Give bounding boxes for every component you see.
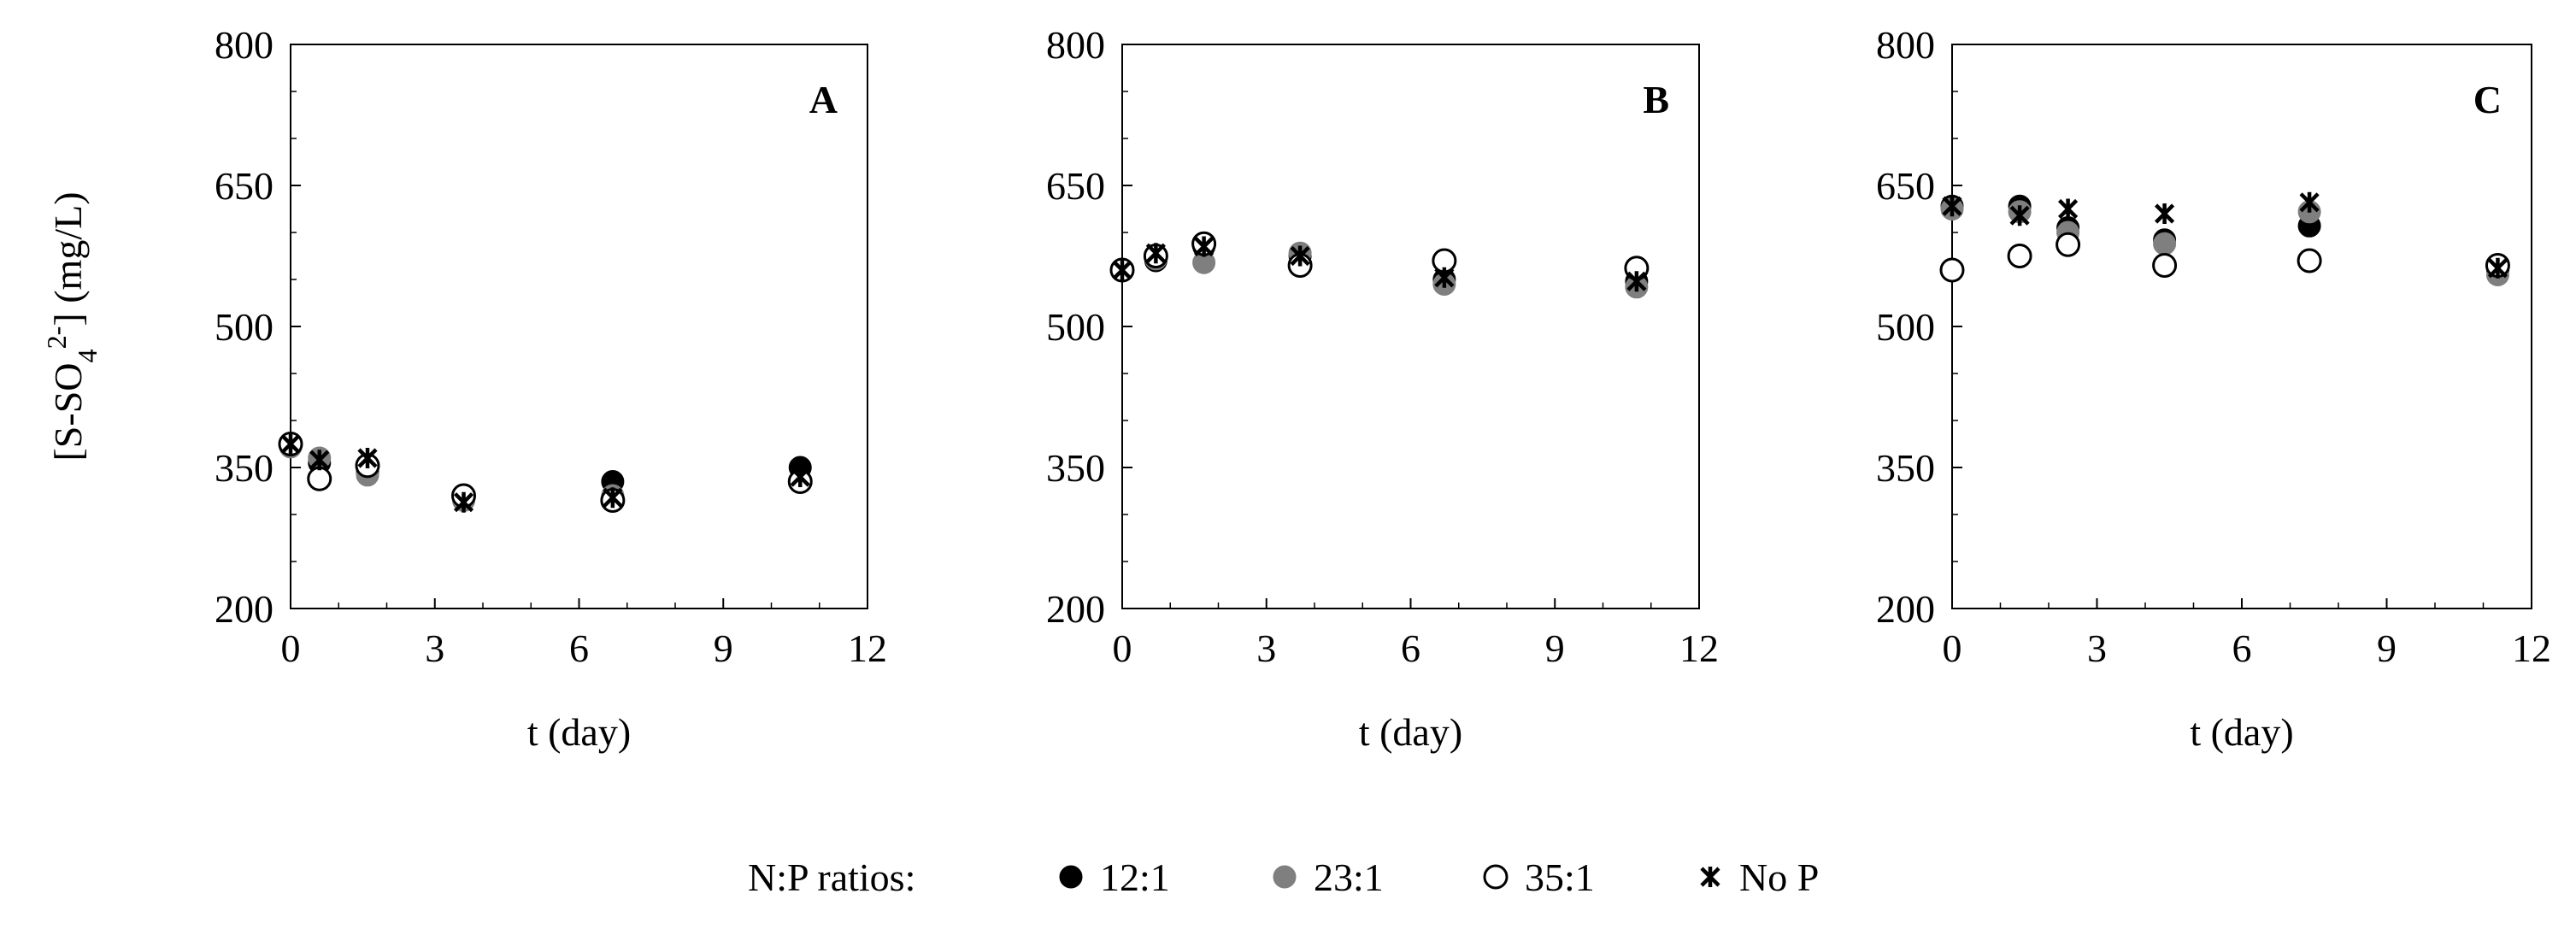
x-tick-label: 6: [2232, 626, 2252, 670]
y-tick-label: 800: [215, 23, 273, 67]
legend-entry-23-1: 23:1: [1273, 856, 1384, 899]
legend-label: No P: [1739, 856, 1819, 899]
data-point: [1939, 257, 1965, 283]
x-axis-label: t (day): [1359, 710, 1462, 754]
x-tick-label: 12: [2512, 626, 2551, 670]
data-point: [1942, 196, 1962, 217]
data-point: [603, 487, 623, 509]
x-tick-label: 6: [569, 626, 589, 670]
x-tick-label: 3: [1256, 626, 1276, 670]
data-point: [2299, 191, 2320, 213]
x-axis-label: t (day): [527, 710, 631, 754]
series-35-1: [1939, 232, 2510, 283]
y-tick-label: 650: [1876, 164, 1935, 208]
x-tick-label: 0: [1113, 626, 1132, 670]
x-tick-label: 3: [425, 626, 444, 670]
legend: N:P ratios: 12:1 23:1 35:1 No P: [748, 856, 1819, 899]
x-tick-label: 12: [848, 626, 887, 670]
data-point: [2009, 205, 2030, 226]
y-tick-label: 500: [1876, 305, 1935, 349]
panel-b: 200 350 500 650 800 0 3 6 9 12 t (day) B: [1046, 23, 1719, 754]
data-point: [280, 433, 301, 455]
data-point: [309, 450, 330, 471]
series-no-p: [280, 433, 810, 513]
y-tick-label: 500: [1046, 305, 1105, 349]
legend-marker: [1483, 864, 1509, 890]
x-tick-label: 9: [714, 626, 733, 670]
data-point: [2152, 253, 2178, 278]
legend-label: 12:1: [1100, 856, 1170, 899]
legend-entry-12-1: 12:1: [1059, 856, 1170, 899]
legend-entry-no-p: No P: [1700, 856, 1819, 899]
panel-letter: A: [809, 78, 838, 121]
panel-letter: C: [2473, 78, 2502, 121]
y-tick-label: 350: [1046, 446, 1105, 490]
data-point: [357, 448, 378, 468]
x-tick-label: 3: [2087, 626, 2107, 670]
data-point: [2297, 248, 2322, 273]
x-tick-label: 0: [281, 626, 301, 670]
data-point: [1112, 260, 1132, 280]
y-tick-label: 200: [1046, 587, 1105, 631]
plot-frame: [290, 44, 868, 609]
y-tick-label: 650: [215, 164, 273, 208]
legend-label: 23:1: [1314, 856, 1384, 899]
x-tick-label: 0: [1943, 626, 1962, 670]
data-point: [790, 467, 810, 487]
plot-frame: [1951, 44, 2532, 609]
data-point: [1434, 267, 1455, 288]
data-point: [2155, 203, 2175, 224]
series-no-p: [1112, 236, 1647, 292]
y-tick-label: 200: [1876, 587, 1935, 631]
plot-frame: [1121, 44, 1700, 609]
data-point: [2056, 232, 2081, 257]
x-tick-label: 9: [1545, 626, 1565, 670]
panel-c: 200 350 500 650 800 0 3 6 9 12 t (day) C: [1876, 23, 2551, 754]
x-tick-label: 6: [1401, 626, 1420, 670]
data-point: [1194, 236, 1214, 257]
legend-entry-35-1: 35:1: [1483, 856, 1595, 899]
data-point: [2153, 232, 2177, 256]
x-tick-label: 9: [2377, 626, 2397, 670]
y-tick-label: 650: [1046, 164, 1105, 208]
x-tick-label: 12: [1679, 626, 1719, 670]
x-axis-label: t (day): [2190, 710, 2293, 754]
panel-letter: B: [1643, 78, 1669, 121]
data-point: [1626, 271, 1647, 292]
panel-a: 200 350 500 650 800 0 3 6 9 12 t (day) A [S-SO42-] (…: [41, 23, 887, 754]
y-axis-label: [S-SO42-] (mg/L): [41, 191, 103, 461]
y-tick-label: 800: [1046, 23, 1105, 67]
y-tick-label: 350: [215, 446, 273, 490]
y-tick-label: 800: [1876, 23, 1935, 67]
series-no-p: [1942, 191, 2508, 279]
y-tick-label: 500: [215, 305, 273, 349]
legend-marker: [1700, 867, 1720, 887]
data-point: [453, 491, 474, 513]
series-23-1: [1110, 241, 1649, 299]
legend-title: N:P ratios:: [748, 856, 915, 899]
data-point: [1290, 245, 1310, 267]
series-35-1: [278, 432, 813, 513]
data-point: [2058, 198, 2079, 220]
series-35-1: [1109, 231, 1650, 283]
legend-marker: [1273, 865, 1297, 889]
data-point: [2487, 257, 2508, 279]
data-point: [1145, 243, 1166, 264]
data-point: [2007, 244, 2032, 268]
y-tick-label: 350: [1876, 446, 1935, 490]
data-point: [307, 466, 332, 491]
y-tick-label: 200: [215, 587, 273, 631]
legend-label: 35:1: [1525, 856, 1595, 899]
legend-marker: [1059, 865, 1083, 889]
